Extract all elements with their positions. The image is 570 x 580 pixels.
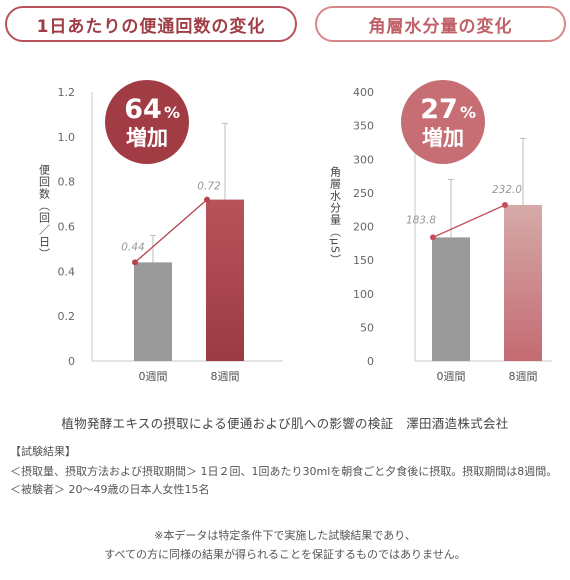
bowel-y-tick: 0.8 (58, 176, 76, 189)
moisture-point-0 (430, 234, 436, 241)
charts-canvas: 0 0.2 0.4 0.6 0.8 1.0 1.2 便回数（回／日） 0週間 8週間 0.44 0.7… (38, 80, 552, 383)
moisture-badge-percent: 27 (420, 94, 458, 125)
moisture-y-tick: 100 (353, 288, 374, 301)
result-title: 【試験結果】 (10, 445, 76, 458)
moisture-y-label: 角層水分量（μS） (329, 166, 342, 266)
bowel-value-label-0: 0.44 (121, 241, 144, 253)
bowel-point-0 (132, 259, 138, 266)
moisture-y-tick: 400 (353, 86, 374, 99)
bowel-value-label-1: 0.72 (197, 181, 221, 193)
moisture-y-tick: 200 (353, 221, 374, 234)
chart-title-bowel: 1日あたりの便通回数の変化 (5, 6, 297, 42)
bowel-y-label: 便回数（回／日） (38, 164, 51, 260)
bowel-trend-line (134, 199, 208, 263)
bowel-bar-1 (206, 199, 244, 361)
bowel-badge-text: 増加 (126, 126, 168, 150)
moisture-badge-unit: % (460, 103, 476, 122)
study-caption: 植物発酵エキスの摂取による便通および肌への影響の検証 澤田酒造株式会社 (61, 416, 509, 431)
moisture-y-tick: 250 (353, 187, 374, 200)
bowel-y-tick: 0.4 (58, 265, 76, 278)
moisture-y-tick: 300 (353, 153, 374, 166)
bowel-increase-badge (105, 80, 189, 164)
bowel-bar-0 (134, 262, 172, 361)
moisture-y-tick: 350 (353, 120, 374, 133)
moisture-bar-0 (432, 237, 470, 361)
bowel-badge-percent: 64 (124, 94, 162, 125)
moisture-y-tick: 0 (367, 355, 374, 368)
moisture-badge-text: 増加 (422, 126, 464, 150)
moisture-point-1 (502, 201, 508, 208)
bowel-x-tick-0: 0週間 (139, 370, 168, 383)
bowel-y-tick: 0.6 (58, 221, 76, 234)
bowel-y-tick: 0 (68, 355, 75, 368)
moisture-bar-1 (504, 204, 542, 361)
disclaimer-line-1: ※本データは特定条件下で実施した試験結果であり、 (154, 529, 416, 542)
moisture-value-label-0: 183.8 (406, 214, 436, 226)
chart-title-moisture: 角層水分量の変化 (315, 6, 566, 42)
moisture-increase-badge (401, 80, 485, 164)
result-body: ＜摂取量、摂取方法および摂取期間＞ 1日２回、1回あたり30mlを朝食ごと夕食後… (10, 465, 558, 496)
bowel-point-1 (204, 196, 210, 203)
bowel-y-tick: 1.0 (58, 131, 76, 144)
moisture-x-tick-1: 8週間 (509, 370, 538, 383)
moisture-value-label-1: 232.0 (492, 184, 522, 196)
bowel-y-tick: 1.2 (58, 86, 76, 99)
moisture-trend-line (432, 204, 506, 238)
bowel-badge-unit: % (164, 103, 180, 122)
moisture-x-tick-0: 0週間 (437, 370, 466, 383)
moisture-y-tick: 150 (353, 254, 374, 267)
bowel-y-tick: 0.2 (58, 310, 76, 323)
moisture-y-tick: 50 (360, 321, 374, 334)
disclaimer-line-2: すべての方に同様の結果が得られることを保証するものではありません。 (104, 548, 466, 561)
bowel-x-tick-1: 8週間 (211, 370, 240, 383)
